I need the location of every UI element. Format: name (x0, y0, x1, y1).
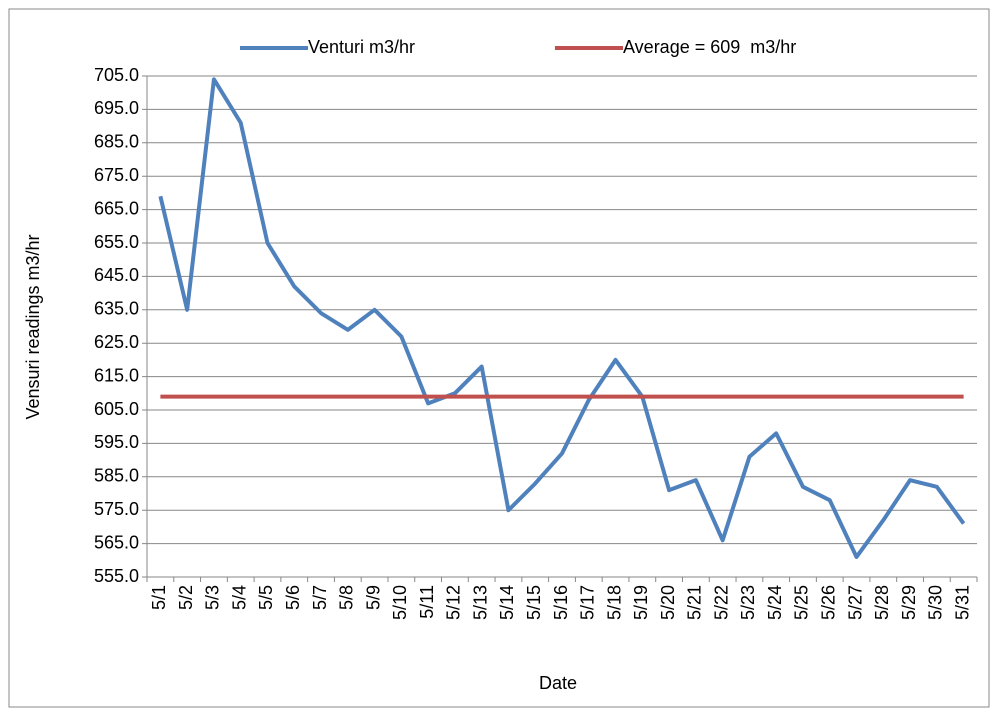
x-tick-label: 5/29 (899, 585, 919, 620)
x-tick-label: 5/31 (952, 585, 972, 620)
x-tick-label: 5/24 (765, 585, 785, 620)
x-tick-label: 5/28 (872, 585, 892, 620)
y-axis-title: Vensuri readings m3/hr (23, 234, 43, 419)
x-tick-label: 5/30 (926, 585, 946, 620)
x-tick-label: 5/9 (363, 585, 383, 610)
x-tick-label: 5/25 (792, 585, 812, 620)
x-tick-label: 5/22 (711, 585, 731, 620)
x-tick-label: 5/1 (149, 585, 169, 610)
x-tick-label: 5/2 (176, 585, 196, 610)
y-tick-label: 605.0 (94, 399, 139, 419)
y-tick-label: 585.0 (94, 466, 139, 486)
y-tick-label: 635.0 (94, 299, 139, 319)
y-tick-label: 615.0 (94, 365, 139, 385)
x-tick-label: 5/15 (524, 585, 544, 620)
y-tick-label: 685.0 (94, 132, 139, 152)
x-tick-label: 5/10 (390, 585, 410, 620)
x-tick-label: 5/5 (256, 585, 276, 610)
x-tick-label: 5/21 (685, 585, 705, 620)
y-tick-label: 575.0 (94, 499, 139, 519)
legend-label: Venturi m3/hr (308, 37, 415, 57)
x-tick-label: 5/3 (203, 585, 223, 610)
x-axis-title: Date (539, 673, 577, 693)
line-series (158, 77, 966, 559)
y-tick-label: 655.0 (94, 232, 139, 252)
y-tick-label: 665.0 (94, 198, 139, 218)
y-tick-label: 645.0 (94, 265, 139, 285)
x-tick-label: 5/23 (738, 585, 758, 620)
y-tick-label: 565.0 (94, 532, 139, 552)
x-tick-label: 5/27 (845, 585, 865, 620)
x-tick-label: 5/26 (818, 585, 838, 620)
x-tick-label: 5/19 (631, 585, 651, 620)
x-tick-label: 5/13 (470, 585, 490, 620)
legend-label: Average = 609 m3/hr (623, 37, 796, 57)
x-tick-label: 5/20 (658, 585, 678, 620)
chart-border (8, 8, 990, 708)
y-tick-label: 625.0 (94, 332, 139, 352)
y-tick-label: 705.0 (94, 65, 139, 85)
x-tick-label: 5/7 (310, 585, 330, 610)
x-tick-label: 5/11 (417, 585, 437, 619)
x-tick-label: 5/6 (283, 585, 303, 610)
y-tick-label: 695.0 (94, 98, 139, 118)
x-tick-label: 5/4 (229, 585, 249, 610)
x-tick-label: 5/12 (444, 585, 464, 620)
x-tick-label: 5/14 (497, 585, 517, 620)
x-tick-label: 5/8 (337, 585, 357, 610)
x-tick-label: 5/18 (604, 585, 624, 620)
y-tick-label: 555.0 (94, 566, 139, 586)
x-tick-label: 5/16 (551, 585, 571, 620)
y-tick-label: 675.0 (94, 165, 139, 185)
x-tick-label: 5/17 (578, 585, 598, 620)
y-tick-label: 595.0 (94, 432, 139, 452)
